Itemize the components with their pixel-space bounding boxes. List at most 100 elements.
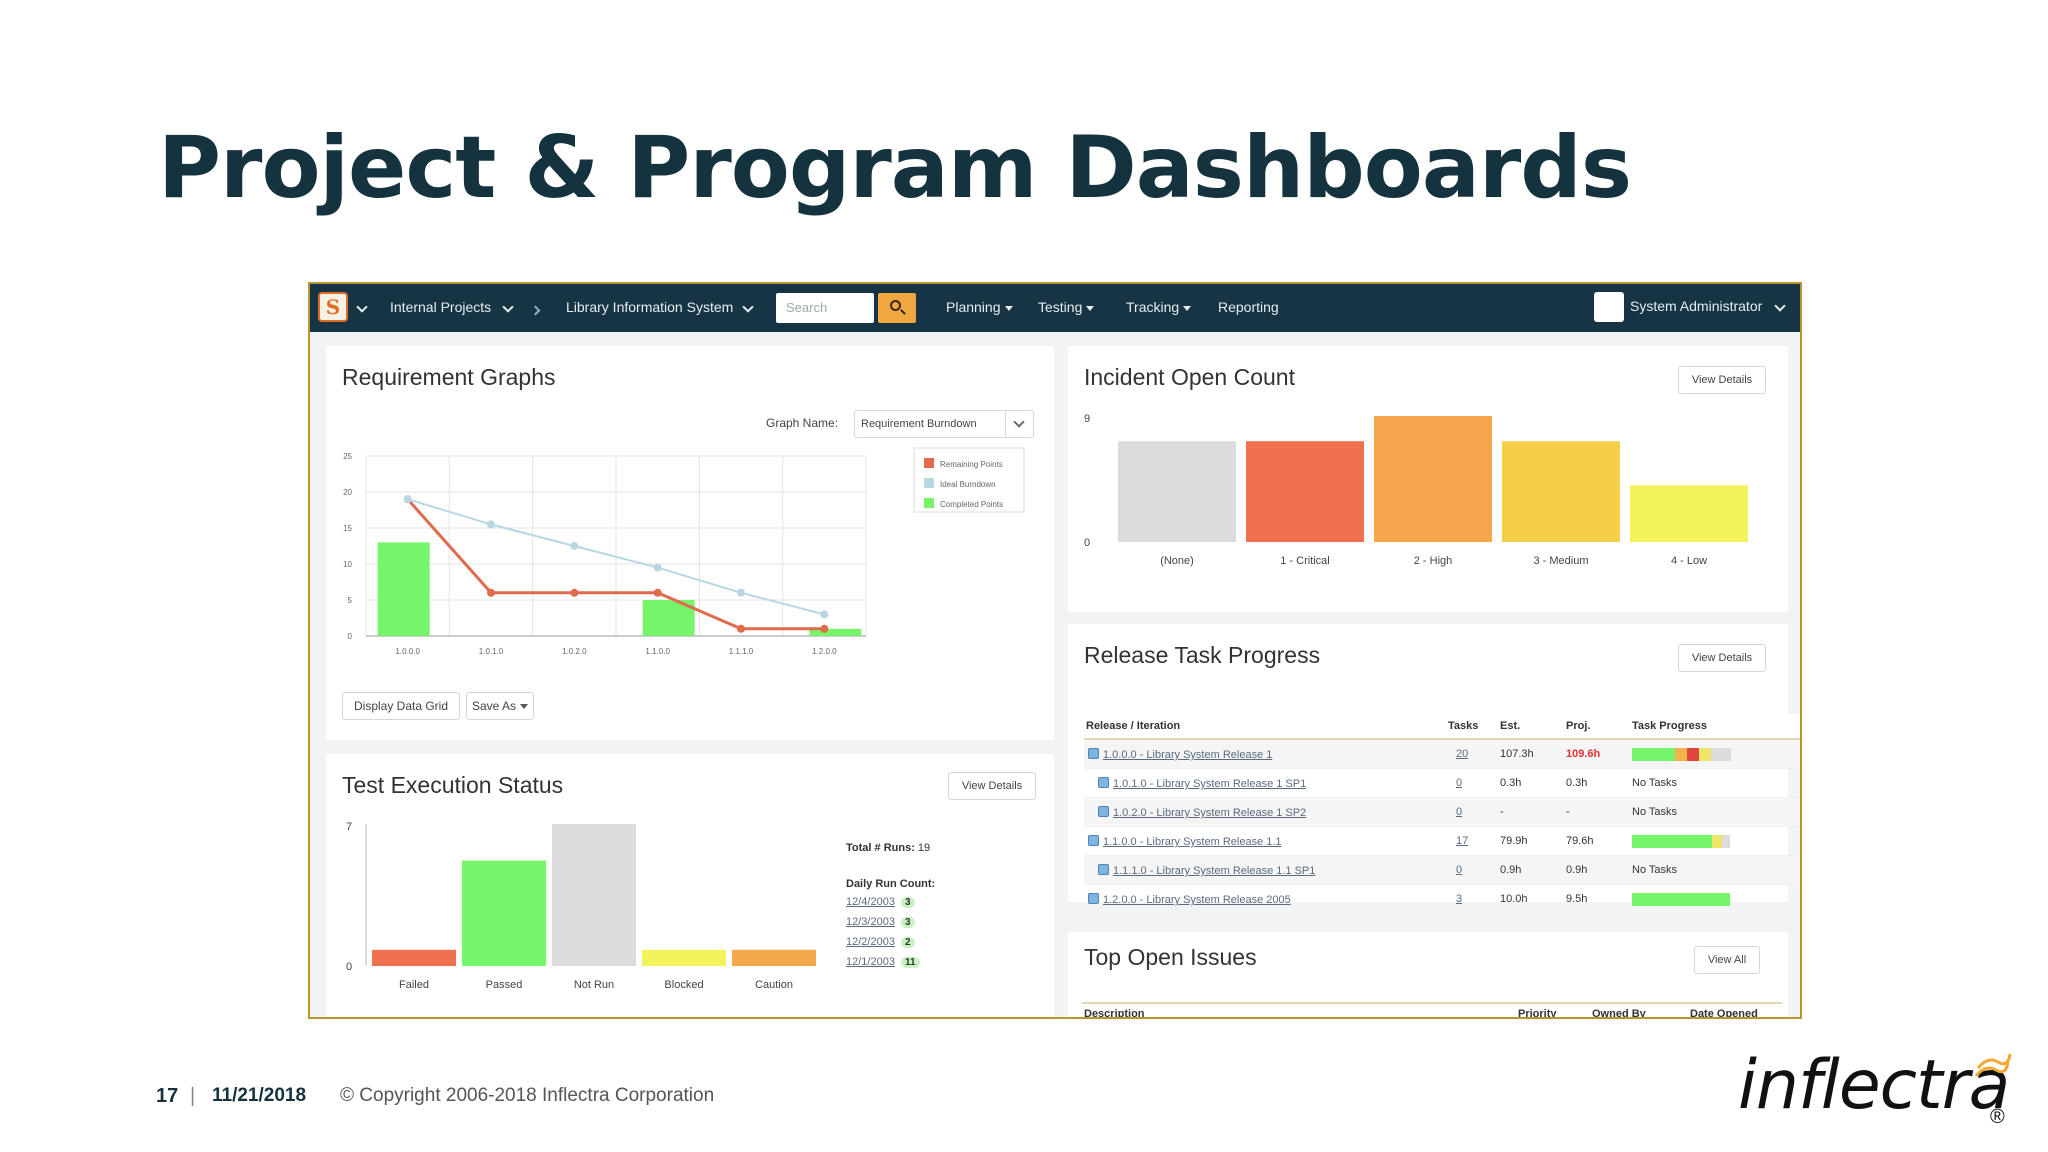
release-name-text[interactable]: 1.0.1.0 - Library System Release 1 SP1 — [1113, 778, 1307, 790]
project-label: Library Information System — [566, 299, 734, 315]
release-name-text[interactable]: 1.0.2.0 - Library System Release 1 SP2 — [1113, 807, 1307, 819]
test-execution-status-panel: Test Execution Status View Details 7 0 Fai… — [326, 754, 1054, 1017]
daily-run-count-badge: 11 — [900, 957, 920, 968]
logo-menu-chevron-icon[interactable] — [356, 298, 368, 314]
release-tasks-cell[interactable]: 17 — [1456, 835, 1469, 847]
copyright: © Copyright 2006-2018 Inflectra Corporat… — [340, 1085, 715, 1106]
graph-name-select[interactable]: Requirement Burndown — [854, 410, 1034, 438]
user-menu-chevron-icon[interactable] — [1774, 297, 1786, 313]
release-tasks-cell[interactable]: 0 — [1456, 864, 1463, 876]
release-row[interactable]: 1.1.1.0 - Library System Release 1.1 SP1… — [1084, 856, 1800, 885]
daily-run-count-badge: 3 — [900, 897, 915, 908]
x-tick-label: 1.2.0.0 — [812, 647, 837, 656]
search-input[interactable]: Search — [776, 293, 874, 323]
bar — [1502, 441, 1620, 542]
data-point — [820, 610, 829, 619]
release-name-link[interactable]: 1.2.0.0 - Library System Release 2005 — [1088, 893, 1291, 906]
page-number: 17 — [156, 1085, 179, 1107]
release-row[interactable]: 1.1.0.0 - Library System Release 1.1 17 79… — [1084, 827, 1800, 856]
release-name-text[interactable]: 1.2.0.0 - Library System Release 2005 — [1103, 894, 1291, 906]
bar — [372, 949, 456, 966]
menu-planning[interactable]: Planning — [946, 299, 1013, 315]
release-tasks-cell[interactable]: 0 — [1456, 806, 1463, 818]
col-proj: Proj. — [1566, 720, 1591, 732]
daily-run-date-link[interactable]: 12/4/2003 — [846, 896, 895, 908]
spira-dashboard-window: S Internal Projects Library Information … — [308, 282, 1802, 1019]
user-menu[interactable]: System Administrator — [1630, 298, 1763, 314]
bar — [462, 860, 546, 966]
daily-run-date-link[interactable]: 12/3/2003 — [846, 916, 895, 928]
release-name-text[interactable]: 1.0.0.0 - Library System Release 1 — [1103, 749, 1273, 761]
release-name-text[interactable]: 1.1.0.0 - Library System Release 1.1 — [1103, 836, 1282, 848]
daily-run-item: 12/1/2003 11 — [846, 952, 935, 972]
release-row[interactable]: 1.0.1.0 - Library System Release 1 SP1 0 0… — [1084, 769, 1800, 798]
data-point — [403, 495, 412, 504]
legend-label: Remaining Points — [940, 460, 1003, 469]
registered-mark: ® — [1990, 1106, 2005, 1128]
daily-run-item: 12/4/2003 3 — [846, 892, 935, 912]
daily-run-date-link[interactable]: 12/1/2003 — [846, 956, 895, 968]
test-execution-chart: 7 0 Failed Passed Not Run Blocked Caution — [346, 821, 816, 991]
daily-run-count-badge: 2 — [900, 937, 915, 948]
graph-name-value: Requirement Burndown — [861, 418, 977, 430]
bar — [1118, 441, 1236, 542]
test-view-details-button[interactable]: View Details — [948, 772, 1036, 800]
x-category-label: (None) — [1160, 555, 1194, 567]
top-open-issues-panel: Top Open Issues View All Description Pri… — [1068, 932, 1788, 1017]
release-tasks-cell[interactable]: 0 — [1456, 777, 1463, 789]
release-proj-cell: 79.6h — [1566, 835, 1594, 847]
release-progress-cell: No Tasks — [1632, 864, 1678, 876]
release-name-link[interactable]: 1.0.1.0 - Library System Release 1 SP1 — [1098, 777, 1306, 790]
release-est-cell: 107.3h — [1500, 748, 1534, 760]
project-chevron-icon[interactable] — [742, 298, 754, 314]
menu-reporting[interactable]: Reporting — [1218, 299, 1279, 315]
release-row[interactable]: 1.2.0.0 - Library System Release 2005 3 10… — [1084, 885, 1800, 914]
x-category-label: 2 - High — [1414, 555, 1453, 567]
save-as-button[interactable]: Save As — [466, 692, 534, 720]
project-group-menu[interactable]: Internal Projects — [390, 299, 491, 315]
release-tasks-cell[interactable]: 3 — [1456, 893, 1463, 905]
release-view-details-button[interactable]: View Details — [1678, 644, 1766, 672]
x-category-label: 1 - Critical — [1280, 555, 1330, 567]
data-point — [487, 588, 495, 597]
project-group-chevron-icon[interactable] — [502, 298, 514, 314]
release-name-link[interactable]: 1.1.1.0 - Library System Release 1.1 SP1 — [1098, 864, 1315, 877]
search-icon — [890, 300, 901, 311]
menu-testing[interactable]: Testing — [1038, 299, 1095, 315]
daily-run-date-link[interactable]: 12/2/2003 — [846, 936, 895, 948]
issues-table-header: Description Priority Owned By Date Opene… — [1082, 1002, 1782, 1017]
release-table-header: Release / Iteration Tasks Est. Proj. Tas… — [1084, 714, 1800, 740]
col-est: Est. — [1500, 720, 1521, 732]
release-name-link[interactable]: 1.1.0.0 - Library System Release 1.1 — [1088, 835, 1282, 848]
release-tasks-cell[interactable]: 20 — [1456, 748, 1469, 760]
incident-view-details-button[interactable]: View Details — [1678, 366, 1766, 394]
bar — [1246, 441, 1364, 542]
user-avatar[interactable] — [1594, 292, 1624, 322]
daily-run-item: 12/2/2003 2 — [846, 932, 935, 952]
legend-swatch — [924, 458, 934, 468]
incident-open-count-panel: Incident Open Count View Details 9 0 (None… — [1068, 346, 1788, 612]
release-proj-cell: 9.5h — [1566, 893, 1588, 905]
top-open-issues-title: Top Open Issues — [1084, 944, 1257, 970]
test-run-summary: Total # Runs: 19 Daily Run Count: 12/4/2… — [846, 842, 935, 972]
task-progress-segment — [1632, 835, 1712, 848]
legend-label: Completed Points — [940, 500, 1003, 509]
release-name-link[interactable]: 1.0.0.0 - Library System Release 1 — [1088, 748, 1272, 761]
release-name-link[interactable]: 1.0.2.0 - Library System Release 1 SP2 — [1098, 806, 1306, 819]
issues-view-all-button[interactable]: View All — [1694, 946, 1760, 974]
spira-logo-icon[interactable]: S — [318, 292, 348, 322]
release-row[interactable]: 1.0.2.0 - Library System Release 1 SP2 0 -… — [1084, 798, 1800, 827]
col-description: Description — [1084, 1008, 1145, 1019]
slide-title: Project & Program Dashboards — [158, 118, 1632, 218]
search-button[interactable] — [878, 293, 916, 323]
project-menu[interactable]: Library Information System — [566, 299, 733, 315]
y-tick-label: 15 — [343, 524, 352, 533]
release-name-text[interactable]: 1.1.1.0 - Library System Release 1.1 SP1 — [1113, 865, 1316, 877]
menu-tracking[interactable]: Tracking — [1126, 299, 1192, 315]
release-row[interactable]: 1.0.0.0 - Library System Release 1 20 107.… — [1084, 740, 1800, 769]
x-tick-label: 1.0.0.0 — [395, 647, 420, 656]
bar — [642, 949, 726, 966]
col-tasks: Tasks — [1448, 720, 1479, 732]
slide-date: 11/21/2018 — [212, 1085, 307, 1106]
display-data-grid-button[interactable]: Display Data Grid — [342, 692, 460, 720]
